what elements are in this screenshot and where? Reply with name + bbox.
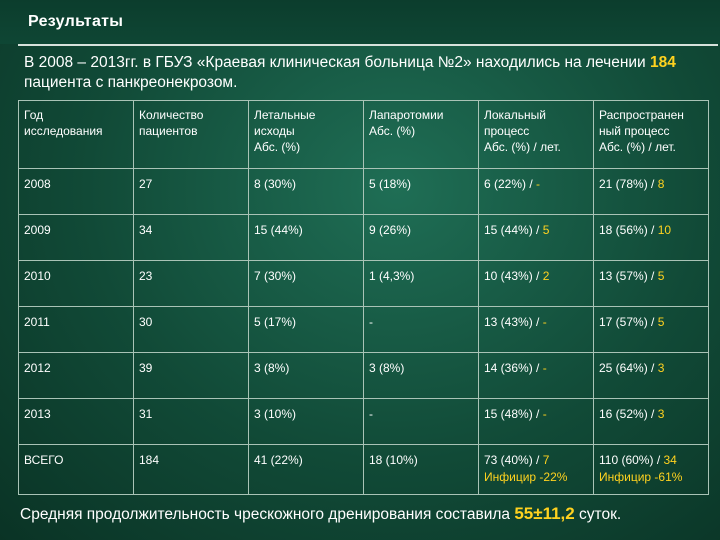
cell-spread: 25 (64%) / 3 [593,352,709,399]
cell-total-label: ВСЕГО [18,444,134,495]
cell-laparotomy: - [363,398,479,445]
table-row: 2010 23 7 (30%) 1 (4,3%) 10 (43%) / 2 13… [18,260,709,307]
table-row: 2011 30 5 (17%) - 13 (43%) / - 17 (57%) … [18,306,709,353]
cell-lethal: 5 (17%) [248,306,364,353]
table-row: 2013 31 3 (10%) - 15 (48%) / - 16 (52%) … [18,398,709,445]
cell-local: 10 (43%) / 2 [478,260,594,307]
results-table: Год исследования Количество пациентов Ле… [18,100,709,495]
cell-total-laparotomy: 18 (10%) [363,444,479,495]
cell-laparotomy: 1 (4,3%) [363,260,479,307]
footer-text-end: суток. [574,506,622,523]
cell-local: 6 (22%) / - [478,168,594,215]
header-spread-process: Распространен ный процесс Абс. (%) / лет… [593,100,709,169]
cell-laparotomy: - [363,306,479,353]
intro-text-start: В 2008 – 2013гг. в ГБУЗ «Краевая клиниче… [24,54,651,71]
cell-year: 2009 [18,214,134,261]
cell-local: 15 (48%) / - [478,398,594,445]
header-lethal: Летальные исходы Абс. (%) [248,100,364,169]
header-laparotomy: Лапаротомии Абс. (%) [363,100,479,169]
cell-spread: 17 (57%) / 5 [593,306,709,353]
cell-total-lethal: 41 (22%) [248,444,364,495]
cell-local: 14 (36%) / - [478,352,594,399]
cell-laparotomy: 9 (26%) [363,214,479,261]
cell-total-local: 73 (40%) / 7 Инфицир -22% [478,444,594,495]
header-count: Количество пациентов [133,100,249,169]
header-local-process: Локальный процесс Абс. (%) / лет. [478,100,594,169]
intro-text-end: пациента с панкреонекрозом. [24,74,238,91]
cell-spread: 16 (52%) / 3 [593,398,709,445]
cell-year: 2008 [18,168,134,215]
table-total-row: ВСЕГО 184 41 (22%) 18 (10%) 73 (40%) / 7… [18,444,709,495]
cell-total-spread: 110 (60%) / 34 Инфицир -61% [593,444,709,495]
cell-lethal: 3 (10%) [248,398,364,445]
cell-count: 27 [133,168,249,215]
cell-spread: 13 (57%) / 5 [593,260,709,307]
cell-count: 31 [133,398,249,445]
cell-count: 30 [133,306,249,353]
table-row: 2009 34 15 (44%) 9 (26%) 15 (44%) / 5 18… [18,214,709,261]
cell-spread: 18 (56%) / 10 [593,214,709,261]
cell-year: 2012 [18,352,134,399]
cell-count: 34 [133,214,249,261]
cell-lethal: 8 (30%) [248,168,364,215]
footer-summary: Средняя продолжительность чрескожного др… [20,504,720,524]
cell-year: 2010 [18,260,134,307]
table-header-row: Год исследования Количество пациентов Ле… [18,100,709,169]
local-infected-note: Инфицир -22% [484,470,568,484]
title-divider [18,44,718,46]
cell-local: 13 (43%) / - [478,306,594,353]
cell-year: 2011 [18,306,134,353]
cell-laparotomy: 3 (8%) [363,352,479,399]
cell-count: 39 [133,352,249,399]
spread-infected-note: Инфицир -61% [599,470,683,484]
cell-lethal: 15 (44%) [248,214,364,261]
cell-spread: 21 (78%) / 8 [593,168,709,215]
cell-local: 15 (44%) / 5 [478,214,594,261]
cell-lethal: 7 (30%) [248,260,364,307]
title-bar: Результаты [0,0,720,44]
cell-count: 23 [133,260,249,307]
intro-paragraph: В 2008 – 2013гг. в ГБУЗ «Краевая клиниче… [24,53,714,93]
table-row: 2008 27 8 (30%) 5 (18%) 6 (22%) / - 21 (… [18,168,709,215]
slide-title: Результаты [28,13,124,30]
footer-duration: 55±11,2 [514,504,575,523]
cell-lethal: 3 (8%) [248,352,364,399]
cell-total-count: 184 [133,444,249,495]
table-row: 2012 39 3 (8%) 3 (8%) 14 (36%) / - 25 (6… [18,352,709,399]
footer-text-start: Средняя продолжительность чрескожного др… [20,506,515,523]
header-year: Год исследования [18,100,134,169]
cell-year: 2013 [18,398,134,445]
cell-laparotomy: 5 (18%) [363,168,479,215]
intro-patient-count: 184 [650,54,676,71]
